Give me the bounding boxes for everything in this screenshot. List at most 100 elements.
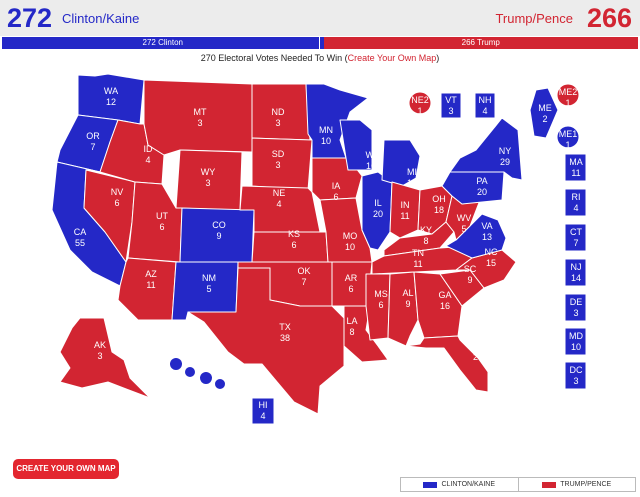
state-votes-md: 10 [571,342,581,352]
legend-trump: TRUMP/PENCE [517,478,636,491]
state-votes-ia: 6 [333,192,338,202]
state-votes-id: 4 [145,155,150,165]
state-votes-az: 11 [146,280,155,290]
state-label-tn: TN [412,248,424,258]
clinton-swatch [423,481,438,488]
state-votes-sd: 3 [275,160,280,170]
state-label-ms: MS [374,289,388,299]
state-fl[interactable] [405,335,489,393]
state-label-va: VA [481,221,492,231]
district-me2[interactable] [556,83,580,107]
state-label-la: LA [346,316,357,326]
state-sd[interactable] [251,137,313,191]
state-votes-me1: 1 [565,140,570,150]
state-label-ar: AR [345,273,358,283]
district-ri[interactable] [564,188,587,217]
state-votes-nv: 6 [114,198,119,208]
clinton-vote-bar: 272 Clinton [2,37,324,49]
district-ct[interactable] [564,223,587,252]
state-label-wv: WV [457,213,472,223]
state-nm[interactable] [171,261,239,321]
state-label-vt: VT [445,95,457,105]
state-votes-wi: 10 [366,161,376,171]
state-votes-sc: 9 [467,275,472,285]
state-mo[interactable] [319,197,373,263]
state-votes-ak: 3 [97,351,102,361]
state-label-me1: ME1 [559,129,578,139]
clinton-total-votes: 272 [7,3,53,33]
state-votes-de: 3 [573,308,578,318]
state-label-me: ME [538,103,552,113]
create-your-own-map-button[interactable]: CREATE YOUR OWN MAP [13,459,119,479]
state-label-nm: NM [202,273,216,283]
create-map-link[interactable]: Create Your Own Map [347,53,437,63]
state-il[interactable] [361,171,393,251]
state-label-nc: NC [485,247,498,257]
state-label-wi: WI [366,150,377,160]
state-votes-dc: 3 [573,376,578,386]
district-me1[interactable] [556,125,580,149]
state-votes-ne: 4 [276,199,281,209]
state-label-ny: NY [499,146,512,156]
state-me[interactable] [529,87,559,139]
state-mn[interactable] [305,83,369,159]
state-votes-wy: 3 [205,178,210,188]
district-ma[interactable] [564,153,587,182]
state-label-fl: FL [473,341,484,351]
district-nj[interactable] [564,258,587,287]
state-al[interactable] [387,271,419,347]
state-label-sc: SC [464,264,477,274]
state-label-ia: IA [332,181,341,191]
state-mi[interactable] [381,139,421,187]
state-label-dc: DC [570,365,583,375]
hawaii-island-3 [200,372,212,384]
state-label-ak: AK [94,340,106,350]
hawaii-island-1 [170,358,182,370]
state-wi[interactable] [339,119,373,171]
state-votes-ne2: 1 [417,106,422,116]
state-votes-hi: 4 [260,411,265,421]
state-label-ky: KY [420,225,432,235]
state-label-ne: NE [273,188,286,198]
state-tx[interactable] [187,267,345,415]
state-ny[interactable] [449,117,523,181]
trump-vote-bar: 266 Trump [323,37,638,49]
state-hi[interactable] [251,397,275,425]
state-votes-ky: 8 [423,236,428,246]
state-votes-wv: 5 [461,224,466,234]
state-label-de: DE [570,297,583,307]
trump-swatch [542,481,557,488]
state-votes-in: 11 [400,211,409,221]
state-votes-ga: 16 [440,301,450,311]
legend-clinton: CLINTON/KAINE [401,478,518,491]
district-de[interactable] [564,293,587,322]
state-votes-fl: 29 [473,352,483,362]
state-ak[interactable] [59,317,151,399]
state-label-nj: NJ [571,262,582,272]
state-label-il: IL [374,198,382,208]
hawaii-island-4 [215,379,225,389]
clinton-ticket-name: Clinton/Kaine [62,11,140,26]
state-votes-ks: 6 [291,240,296,250]
state-label-hi: HI [259,400,268,410]
district-md[interactable] [564,327,587,356]
state-label-mi: MI [407,167,417,177]
state-label-co: CO [212,220,226,230]
state-in[interactable] [389,181,421,239]
clinton-bar-label: 272 Clinton [142,38,183,47]
state-label-ok: OK [297,266,310,276]
state-votes-ms: 6 [378,300,383,310]
district-dc[interactable] [564,361,587,390]
state-votes-ut: 6 [159,222,164,232]
state-ut[interactable] [127,181,183,263]
district-vt[interactable] [440,92,462,119]
district-nh[interactable] [474,92,496,119]
state-votes-vt: 3 [448,106,453,116]
state-az[interactable] [117,257,177,321]
state-ms[interactable] [365,273,391,341]
state-label-or: OR [86,131,100,141]
state-label-ca: CA [74,227,87,237]
state-label-id: ID [144,144,154,154]
district-ne2[interactable] [408,91,432,115]
